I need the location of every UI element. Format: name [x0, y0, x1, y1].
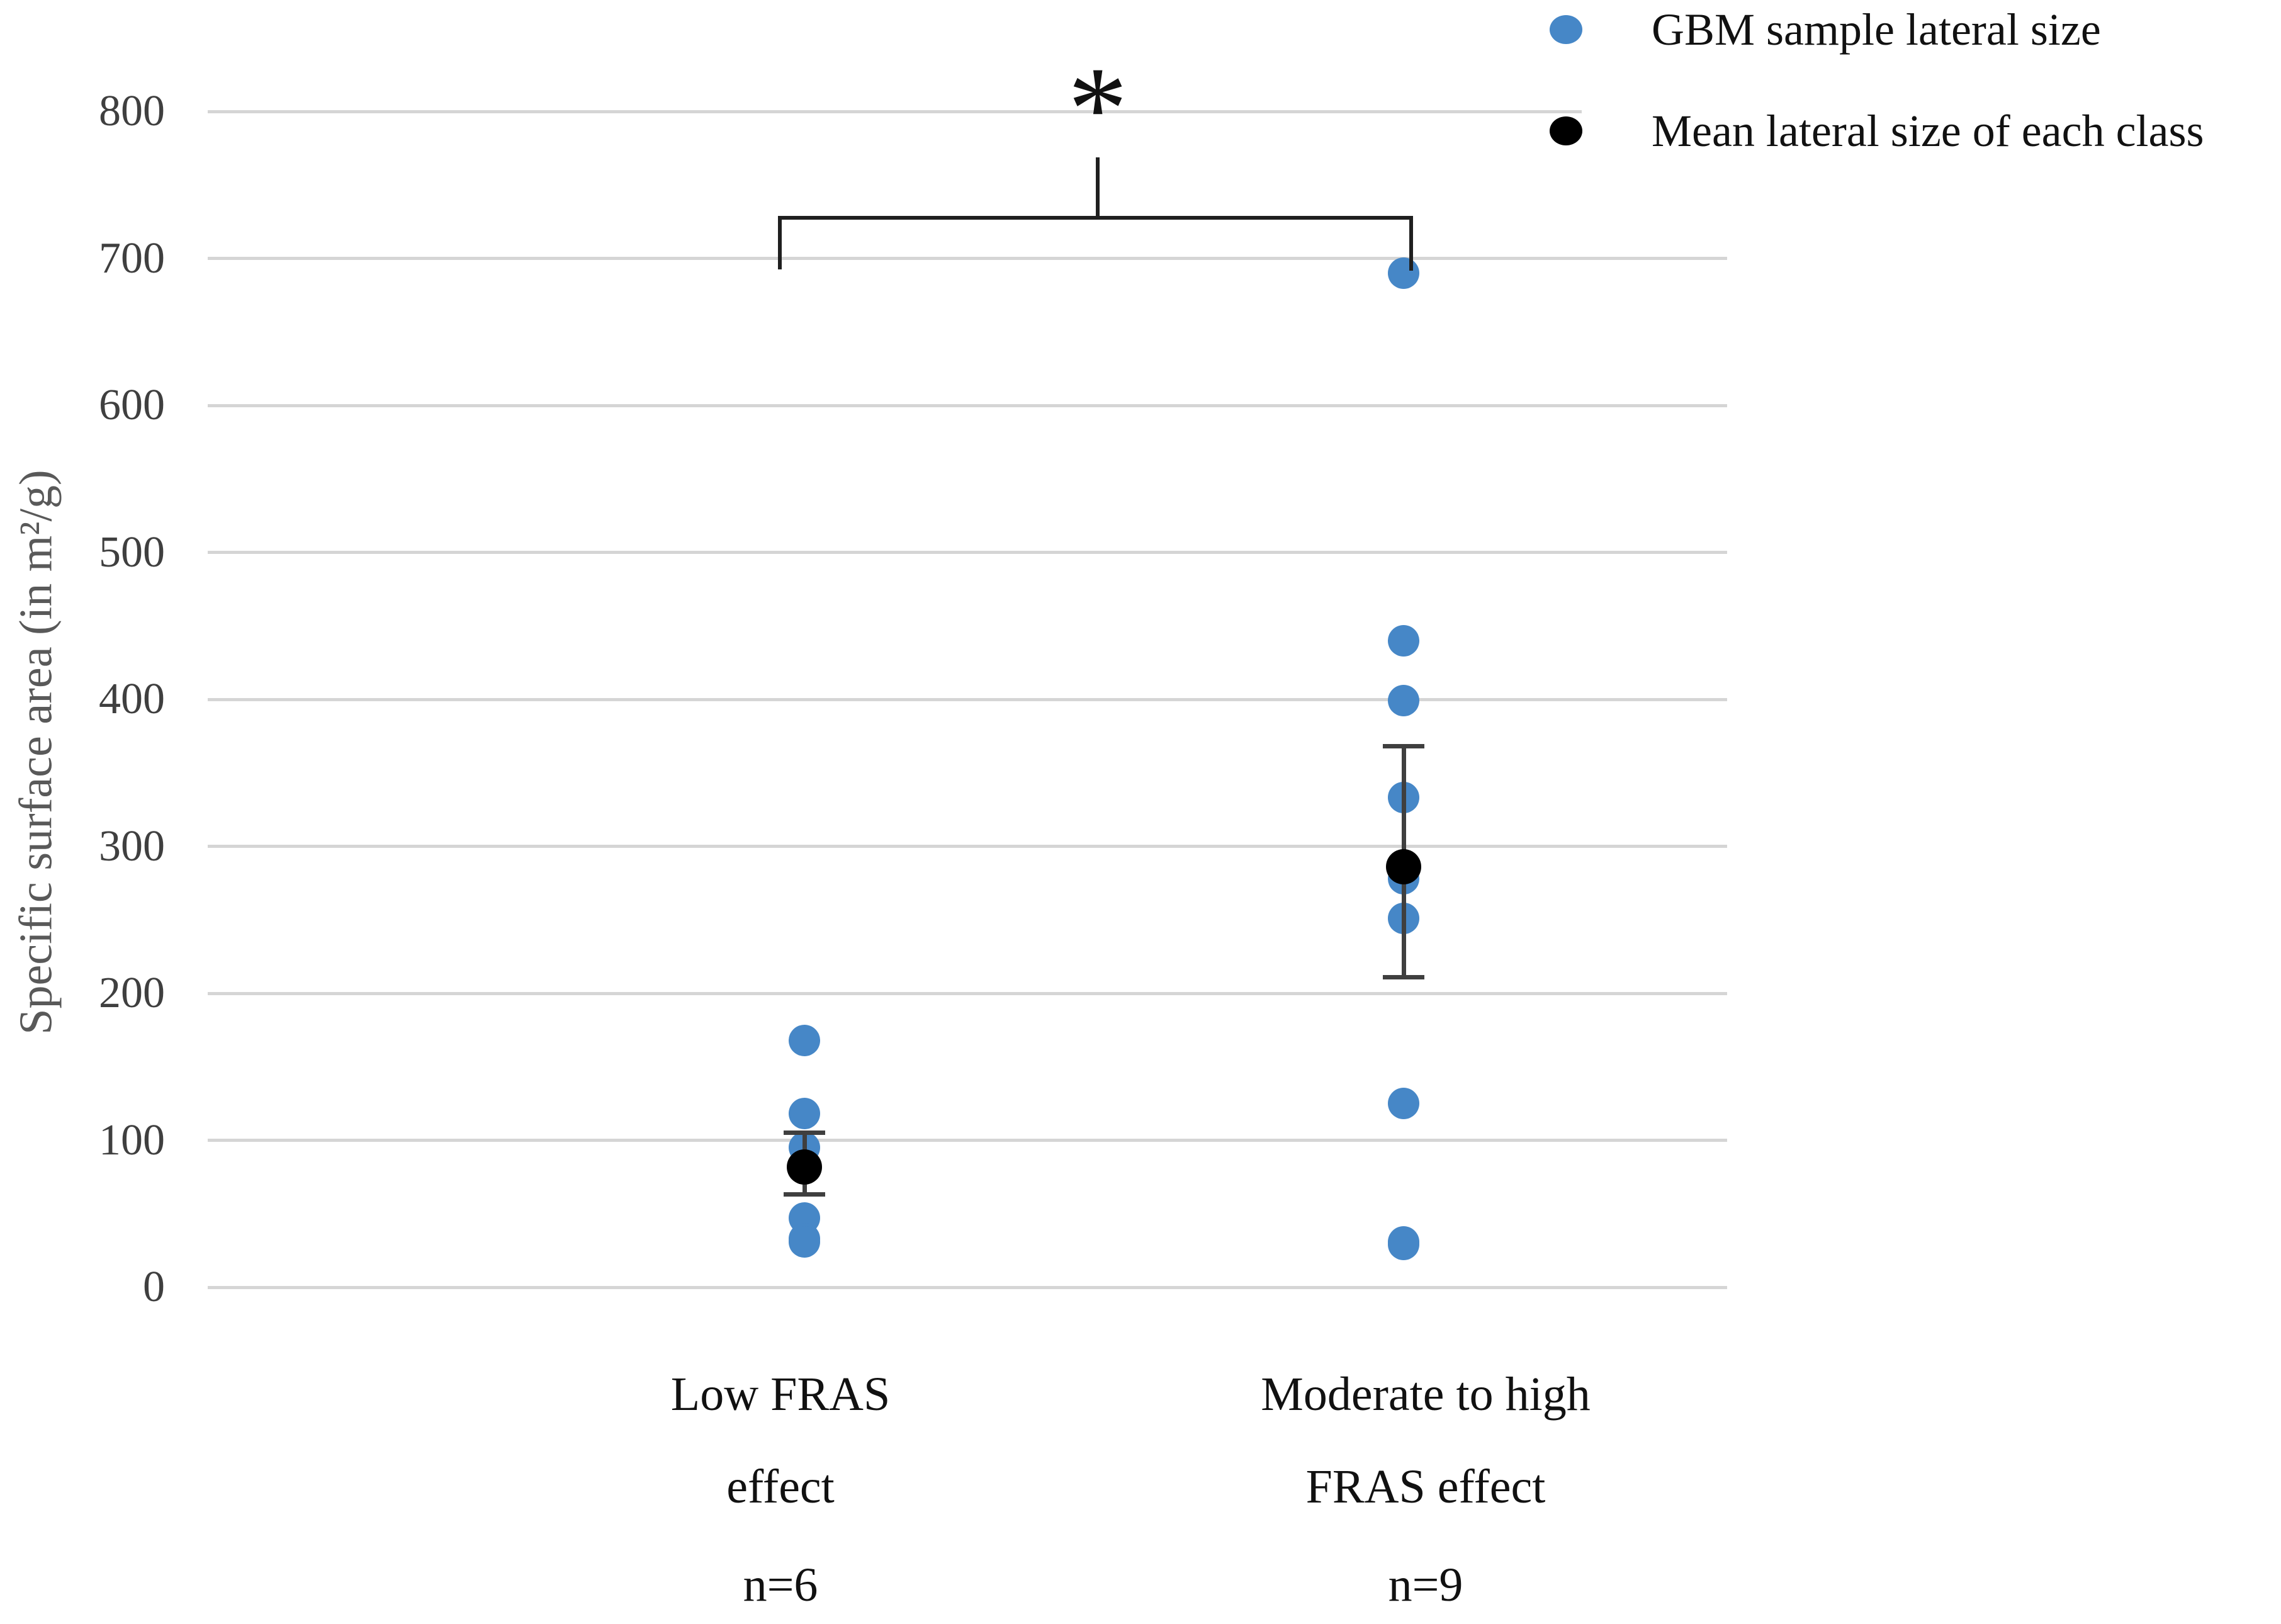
- gridline-600: [208, 403, 1727, 407]
- y-tick-label-300: 300: [99, 821, 165, 871]
- category-label-line: n=9: [1388, 1559, 1463, 1611]
- y-tick-label-400: 400: [99, 675, 165, 723]
- gridline-0: [208, 1285, 1727, 1289]
- y-tick-label-0: 0: [143, 1263, 165, 1311]
- sample-point: [789, 1098, 820, 1130]
- gridline-100: [208, 1139, 1727, 1142]
- legend-marker-sample-icon: [1550, 15, 1582, 44]
- mean-point: [787, 1149, 822, 1185]
- gridline-500: [208, 551, 1727, 554]
- y-tick-label-700: 700: [99, 234, 165, 283]
- y-tick-label-600: 600: [99, 381, 165, 429]
- bracket-horizontal: [778, 216, 1413, 220]
- bracket-right-drop: [1409, 216, 1413, 271]
- legend-item: Mean lateral size of each class: [1550, 108, 2204, 154]
- y-tick-label-800: 800: [99, 87, 165, 135]
- gridline-200: [208, 991, 1727, 995]
- legend-item: GBM sample lateral size: [1550, 7, 2101, 52]
- legend-label: Mean lateral size of each class: [1652, 106, 2204, 156]
- category-label-line: effect: [726, 1460, 835, 1513]
- category-label-line: FRAS effect: [1305, 1460, 1546, 1513]
- legend-marker-mean-icon: [1550, 116, 1582, 145]
- error-bar-cap: [1383, 744, 1424, 749]
- legend-label: GBM sample lateral size: [1652, 4, 2101, 55]
- error-bar-cap: [784, 1131, 825, 1136]
- bracket-mid-riser: [1096, 157, 1100, 216]
- mean-point: [1386, 849, 1421, 885]
- category-label-line: Low FRAS: [670, 1368, 891, 1421]
- category-label-line: n=6: [743, 1559, 818, 1611]
- sample-point: [1388, 624, 1419, 657]
- sample-point: [789, 1024, 820, 1056]
- sample-point: [1388, 1088, 1419, 1120]
- gridline-300: [208, 845, 1727, 848]
- error-bar-cap: [784, 1192, 825, 1197]
- gridline-800: [208, 110, 1582, 113]
- gridline-700: [208, 257, 1727, 260]
- category-label-line: Moderate to high: [1261, 1368, 1591, 1421]
- sample-point: [1388, 1229, 1419, 1261]
- sample-point: [789, 1226, 820, 1258]
- y-tick-label-200: 200: [99, 969, 165, 1017]
- sample-point: [1388, 257, 1419, 289]
- error-bar-cap: [1383, 974, 1424, 979]
- y-tick-label-100: 100: [99, 1115, 165, 1164]
- y-tick-label-500: 500: [99, 527, 165, 577]
- gridline-400: [208, 697, 1727, 701]
- bracket-left-drop: [778, 216, 782, 269]
- significance-asterisk: *: [1067, 43, 1128, 175]
- sample-point: [1388, 685, 1419, 717]
